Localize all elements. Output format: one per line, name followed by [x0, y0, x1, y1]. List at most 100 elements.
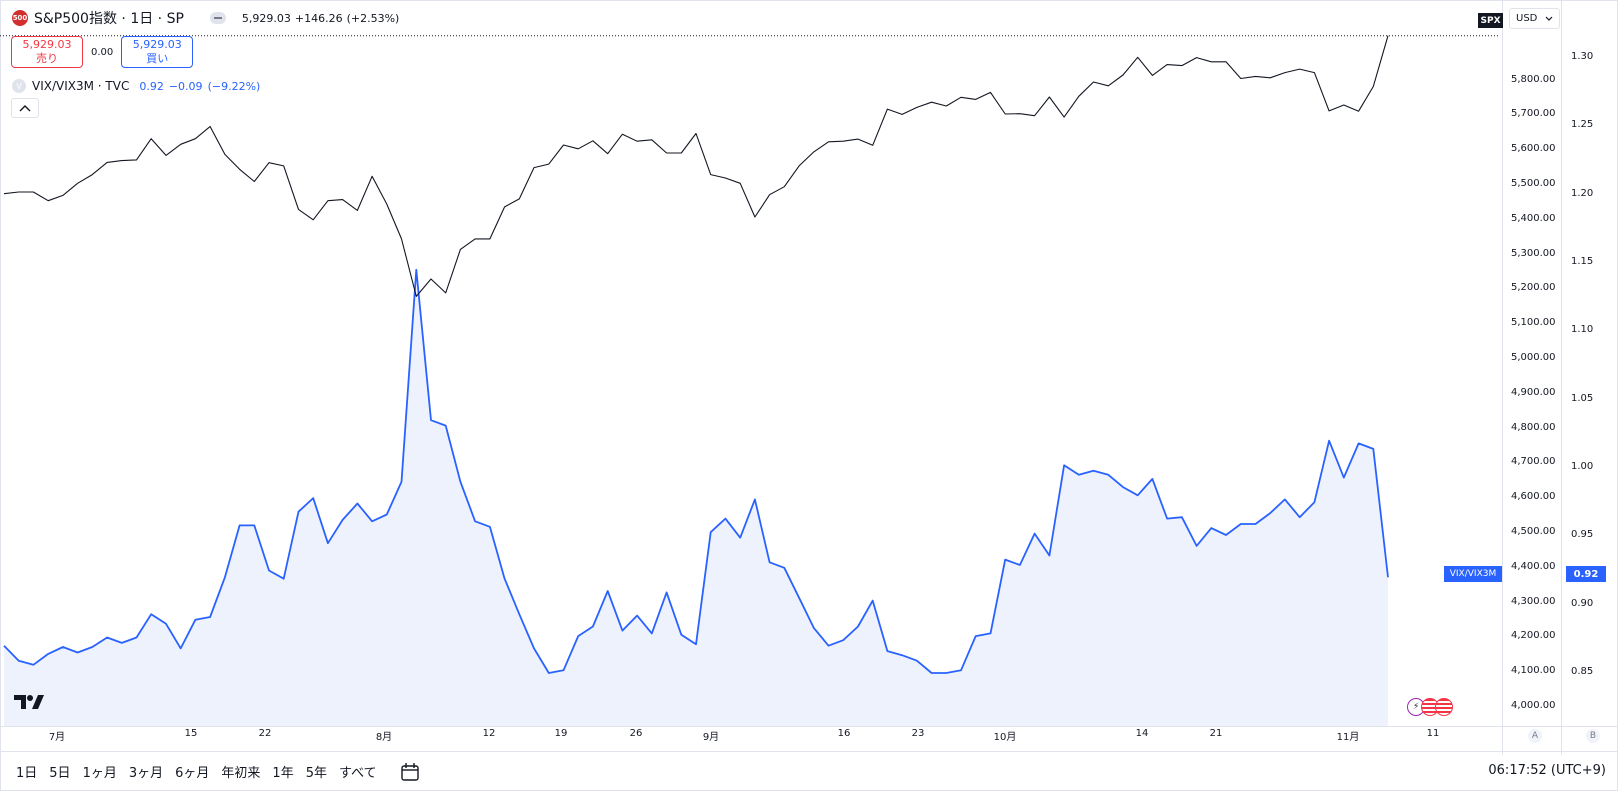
time-tick-label: 11月 [1336, 732, 1360, 743]
change-percent: (+2.53%) [346, 11, 400, 25]
ratio-tick-label: 1.25 [1571, 119, 1594, 131]
last-price: 5,929.03 [241, 11, 291, 25]
event-markers[interactable]: ⚡ [1407, 698, 1453, 716]
change-value: +146.26 [294, 11, 343, 25]
spx-tick-label: 4,800.00 [1511, 421, 1556, 433]
ratio-tick-label: 1.15 [1571, 256, 1594, 267]
spx-tick-label: 5,600.00 [1511, 143, 1556, 155]
main-series-values: 5,929.03 +146.26 (+2.53%) [242, 12, 399, 25]
range-button[interactable]: 年初来 [221, 766, 261, 781]
time-tick-label: 23 [911, 728, 925, 739]
currency-selector[interactable]: USD [1509, 8, 1560, 29]
ratio-tick-label: 1.00 [1571, 461, 1594, 472]
time-tick-label: 22 [258, 728, 272, 739]
time-tick-label: 15 [184, 728, 198, 739]
overlay-series-legend[interactable]: V VIX/VIX3M · TVC 0.92 −0.09 (−9.22%) [12, 79, 260, 93]
ratio-tick-label: 1.05 [1571, 392, 1594, 404]
spread-value: 0.00 [91, 46, 114, 58]
auto-scale-button[interactable]: A [1525, 727, 1545, 745]
spx-tick-label: 5,500.00 [1511, 178, 1556, 189]
range-button[interactable]: 5年 [305, 766, 327, 781]
time-tick-label: 8月 [375, 732, 393, 743]
buy-button[interactable]: 5,929.03 買い [121, 36, 194, 68]
time-tick-label: 19 [554, 728, 568, 739]
overlay-last: 0.92 [139, 79, 164, 93]
buy-price: 5,929.03 [132, 38, 182, 51]
spx-tick-label: 5,700.00 [1511, 108, 1556, 120]
vix-series-line [3, 268, 1389, 674]
range-button[interactable]: すべて [338, 766, 377, 781]
currency-label: USD [1516, 13, 1538, 24]
chevron-down-icon [1545, 16, 1553, 21]
overlay-change: −0.09 [168, 79, 203, 93]
chevron-up-icon [19, 105, 31, 112]
spx-tick-label: 4,600.00 [1511, 491, 1556, 503]
sell-price: 5,929.03 [22, 38, 72, 51]
spx-tick-label: 4,500.00 [1511, 526, 1556, 537]
secondary-scale-button[interactable]: B [1583, 727, 1603, 745]
ratio-tick-label: 1.20 [1571, 187, 1594, 199]
range-button[interactable]: 5日 [49, 766, 71, 781]
ratio-tick-label: 1.10 [1571, 324, 1594, 336]
go-to-date-button[interactable] [399, 761, 421, 783]
range-buttons: 1日 5日 1ヶ月 3ヶ月 6ヶ月 年初来 1年 5年 すべて [10, 758, 383, 785]
time-tick-label: 10月 [993, 732, 1017, 743]
ratio-tick-label: 0.90 [1571, 597, 1594, 609]
sell-button[interactable]: 5,929.03 売り [11, 36, 83, 68]
time-tick-label: 12 [482, 728, 496, 739]
price-axis-divider [1502, 0, 1503, 755]
spx-tick-label: 5,100.00 [1511, 317, 1556, 329]
clock-timezone[interactable]: 06:17:52 (UTC+9) [1488, 763, 1606, 778]
spx-tick-label: 5,200.00 [1511, 282, 1556, 294]
time-tick-label: 26 [629, 728, 643, 739]
range-button[interactable]: 3ヶ月 [128, 766, 164, 781]
ratio-tick-label: 0.85 [1571, 666, 1594, 677]
ratio-tick-label: 1.30 [1571, 51, 1594, 62]
vix-last-price-tag: 0.92 [1566, 566, 1606, 582]
time-tick-label: 11 [1426, 728, 1440, 739]
range-button[interactable]: 1ヶ月 [82, 766, 117, 781]
spx-tick-label: 5,000.00 [1511, 352, 1556, 363]
overlay-series-values: 0.92 −0.09 (−9.22%) [139, 80, 260, 93]
range-button[interactable]: 1年 [272, 766, 294, 781]
vix-area-fill [4, 269, 1388, 726]
range-button[interactable]: 6ヶ月 [175, 766, 210, 781]
main-series-legend[interactable]: 500 S&P500指数 · 1日 · SP 5,929.03 +146.26 … [12, 8, 399, 28]
spx-tick-label: 4,400.00 [1511, 560, 1556, 572]
spx-tick-label: 5,300.00 [1511, 247, 1556, 259]
spx-tick-label: 4,200.00 [1511, 630, 1556, 642]
calendar-icon [400, 762, 419, 781]
main-series-title[interactable]: S&P500指数 · 1日 · SP [34, 11, 184, 27]
overlay-series-title[interactable]: VIX/VIX3M · TVC [32, 79, 130, 93]
trade-panel: 5,929.03 売り 0.00 5,929.03 買い [11, 36, 194, 68]
tradingview-logo-icon [14, 695, 44, 709]
time-axis-line [0, 726, 1618, 727]
overlay-symbol-logo: V [12, 79, 26, 93]
time-tick-label: 21 [1209, 728, 1223, 739]
symbol-logo: 500 [12, 10, 28, 26]
spx-series-line [3, 35, 1389, 297]
spx-tick-label: 5,800.00 [1511, 73, 1556, 85]
time-tick-label: 7月 [48, 732, 66, 743]
ratio-axis-divider [1561, 0, 1562, 755]
time-tick-label: 14 [1135, 728, 1149, 739]
bottom-toolbar: 1日 5日 1ヶ月 3ヶ月 6ヶ月 年初来 1年 5年 すべて [0, 751, 1618, 791]
spx-tick-label: 5,400.00 [1511, 212, 1556, 224]
time-tick-label: 9月 [702, 732, 720, 743]
spx-tick-label: 4,700.00 [1511, 456, 1556, 468]
range-button[interactable]: 1日 [16, 766, 38, 781]
spx-tick-label: 4,900.00 [1511, 386, 1556, 398]
us-flag-event-icon[interactable] [1435, 698, 1453, 716]
time-tick-label: 16 [837, 728, 851, 739]
ratio-tick-label: 0.95 [1571, 529, 1594, 541]
tradingview-logo[interactable] [14, 694, 44, 714]
overlay-change-percent: (−9.22%) [207, 79, 261, 93]
spx-tick-label: 4,300.00 [1511, 595, 1556, 607]
sell-label: 売り [36, 52, 58, 65]
vix-series-tag: VIX/VIX3M [1444, 566, 1502, 582]
spx-tick-label: 4,100.00 [1511, 665, 1556, 677]
legend-collapse-button[interactable] [11, 98, 39, 118]
visibility-toggle-icon[interactable] [209, 12, 226, 24]
spx-last-price-tag: SPX [1478, 13, 1503, 28]
